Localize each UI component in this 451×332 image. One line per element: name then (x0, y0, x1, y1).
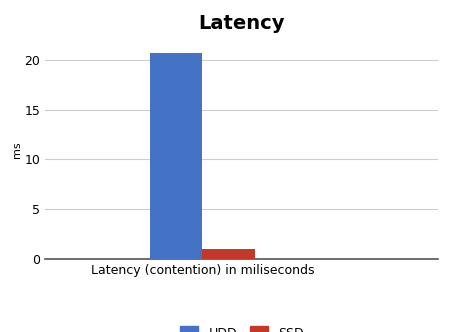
Y-axis label: ms: ms (12, 141, 22, 158)
Bar (150, 53, 202, 259)
Title: Latency: Latency (198, 14, 285, 33)
Bar (202, 249, 254, 259)
Legend: HDD, SSD: HDD, SSD (174, 321, 308, 332)
